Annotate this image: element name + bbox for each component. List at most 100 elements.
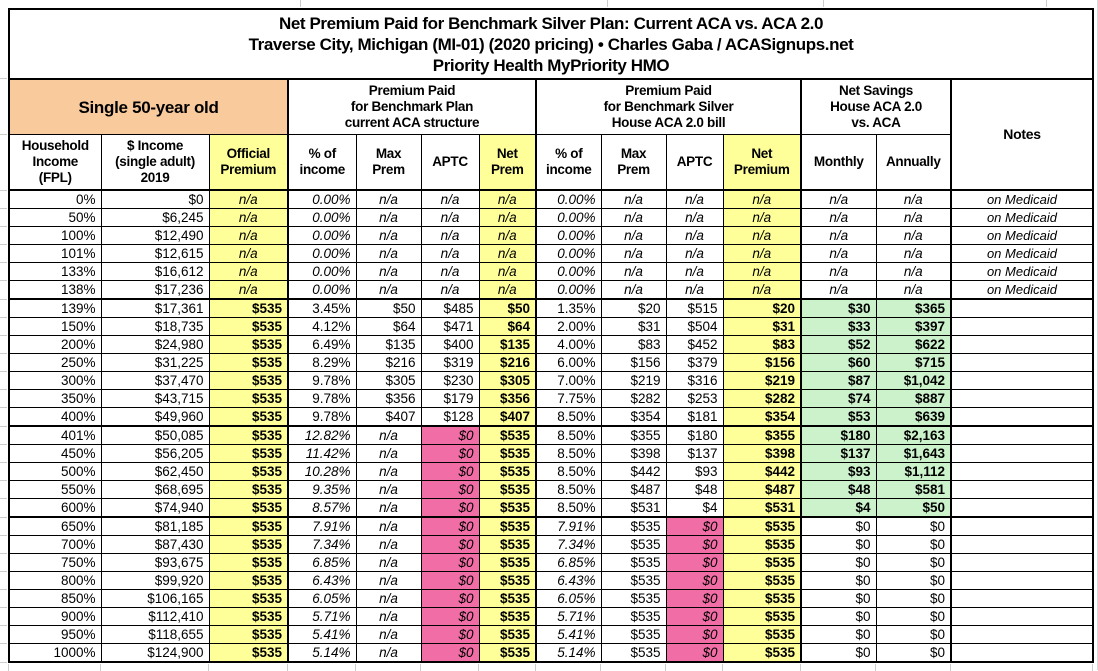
cell-aca20-pct-income[interactable]: 0.00% [535,244,602,263]
cell-official-premium[interactable]: $535 [208,298,289,318]
cell-aca20-aptc[interactable]: n/a [665,280,724,300]
cell-aca20-pct-income[interactable]: 8.50% [535,462,602,481]
cell-aca20-net-premium[interactable]: n/a [722,262,802,281]
cell-aca-aptc[interactable]: $0 [420,462,480,481]
cell-aca-net-prem[interactable]: $305 [478,371,537,390]
cell-aca20-net-premium[interactable]: $535 [722,535,802,554]
cell-note[interactable] [950,353,1094,372]
cell-savings-monthly[interactable]: $0 [800,571,877,590]
cell-aca-max-prem[interactable]: $50 [355,298,422,318]
cell-savings-annually[interactable]: $0 [875,643,952,663]
cell-fpl[interactable]: 800% [8,571,102,590]
cell-aca-aptc[interactable]: n/a [420,262,480,281]
cell-note[interactable]: on Medicaid [950,280,1094,300]
cell-aca20-aptc[interactable]: $137 [665,444,724,463]
cell-savings-monthly[interactable]: $93 [800,462,877,481]
cell-official-premium[interactable]: n/a [208,262,289,281]
cell-aca-aptc[interactable]: $0 [420,571,480,590]
cell-aca-net-prem[interactable]: n/a [478,262,537,281]
cell-savings-annually[interactable]: $887 [875,389,952,408]
cell-savings-annually[interactable]: n/a [875,280,952,300]
cell-aca-pct-income[interactable]: 4.12% [287,317,357,336]
cell-aca-net-prem[interactable]: $535 [478,535,537,554]
cell-aca-max-prem[interactable]: n/a [355,498,422,518]
cell-note[interactable] [950,425,1094,445]
cell-aca20-pct-income[interactable]: 6.85% [535,553,602,572]
cell-aca-aptc[interactable]: $0 [420,444,480,463]
cell-aca20-max-prem[interactable]: n/a [600,244,667,263]
cell-savings-annually[interactable]: $715 [875,353,952,372]
cell-savings-annually[interactable]: n/a [875,244,952,263]
cell-fpl[interactable]: 950% [8,625,102,644]
cell-income[interactable]: $49,960 [100,407,210,427]
cell-official-premium[interactable]: n/a [208,280,289,300]
cell-aca-max-prem[interactable]: n/a [355,643,422,663]
column-header-9[interactable]: APTC [665,134,724,191]
cell-aca-aptc[interactable]: n/a [420,244,480,263]
cell-savings-monthly[interactable]: $0 [800,516,877,536]
cell-income[interactable]: $12,490 [100,226,210,245]
cell-aca20-net-premium[interactable]: $535 [722,607,802,626]
cell-fpl[interactable]: 250% [8,353,102,372]
cell-aca-pct-income[interactable]: 0.00% [287,280,357,300]
cell-aca-net-prem[interactable]: $216 [478,353,537,372]
cell-income[interactable]: $0 [100,189,210,209]
cell-savings-monthly[interactable]: n/a [800,189,877,209]
cell-aca20-max-prem[interactable]: $31 [600,317,667,336]
cell-savings-monthly[interactable]: $137 [800,444,877,463]
cell-savings-annually[interactable]: $622 [875,335,952,354]
cell-aca20-max-prem[interactable]: $535 [600,607,667,626]
cell-savings-monthly[interactable]: $60 [800,353,877,372]
cell-fpl[interactable]: 400% [8,407,102,427]
cell-aca20-aptc[interactable]: $93 [665,462,724,481]
cell-aca20-aptc[interactable]: $0 [665,643,724,663]
cell-aca-pct-income[interactable]: 0.00% [287,226,357,245]
cell-note[interactable] [950,407,1094,427]
cell-fpl[interactable]: 700% [8,535,102,554]
cell-aca-max-prem[interactable]: $356 [355,389,422,408]
cell-aca-net-prem[interactable]: $535 [478,480,537,499]
cell-fpl[interactable]: 650% [8,516,102,536]
cell-official-premium[interactable]: $535 [208,389,289,408]
column-header-10[interactable]: Net Premium [722,134,802,191]
cell-income[interactable]: $93,675 [100,553,210,572]
cell-income[interactable]: $124,900 [100,643,210,663]
cell-aca20-net-premium[interactable]: $156 [722,353,802,372]
cell-aca-net-prem[interactable]: n/a [478,244,537,263]
cell-aca20-max-prem[interactable]: $535 [600,625,667,644]
cell-aca-aptc[interactable]: $230 [420,371,480,390]
cell-aca20-max-prem[interactable]: $156 [600,353,667,372]
cell-savings-annually[interactable]: n/a [875,262,952,281]
cell-savings-monthly[interactable]: $4 [800,498,877,518]
cell-fpl[interactable]: 550% [8,480,102,499]
cell-aca-pct-income[interactable]: 11.42% [287,444,357,463]
cell-savings-monthly[interactable]: $0 [800,607,877,626]
cell-aca20-pct-income[interactable]: 6.00% [535,353,602,372]
cell-aca-aptc[interactable]: $128 [420,407,480,427]
cell-note[interactable] [950,298,1094,318]
cell-aca-pct-income[interactable]: 8.29% [287,353,357,372]
cell-aca20-net-premium[interactable]: $535 [722,625,802,644]
cell-aca20-net-premium[interactable]: $535 [722,571,802,590]
cell-aca20-pct-income[interactable]: 8.50% [535,498,602,518]
cell-fpl[interactable]: 150% [8,317,102,336]
cell-aca-aptc[interactable]: $0 [420,425,480,445]
cell-note[interactable]: on Medicaid [950,189,1094,209]
cell-aca-aptc[interactable]: $485 [420,298,480,318]
cell-official-premium[interactable]: $535 [208,444,289,463]
cell-aca-max-prem[interactable]: n/a [355,480,422,499]
cell-aca20-pct-income[interactable]: 0.00% [535,226,602,245]
cell-official-premium[interactable]: $535 [208,535,289,554]
cell-note[interactable] [950,535,1094,554]
cell-aca-net-prem[interactable]: $535 [478,643,537,663]
cell-aca20-pct-income[interactable]: 0.00% [535,280,602,300]
cell-fpl[interactable]: 139% [8,298,102,318]
cell-aca-max-prem[interactable]: $64 [355,317,422,336]
cell-aca-net-prem[interactable]: $535 [478,553,537,572]
cell-fpl[interactable]: 101% [8,244,102,263]
cell-aca-pct-income[interactable]: 0.00% [287,208,357,227]
cell-income[interactable]: $87,430 [100,535,210,554]
cell-official-premium[interactable]: n/a [208,189,289,209]
cell-aca20-max-prem[interactable]: $535 [600,535,667,554]
cell-aca-net-prem[interactable]: $535 [478,444,537,463]
